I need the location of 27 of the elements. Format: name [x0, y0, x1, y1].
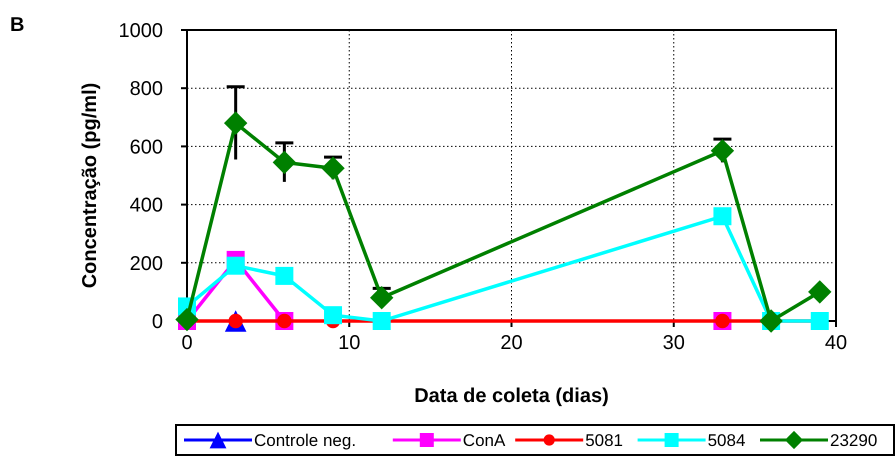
x-tick-label: 30	[662, 332, 685, 354]
legend-label: 23290	[830, 431, 878, 450]
point	[808, 280, 832, 304]
point	[272, 150, 296, 174]
x-tick-label: 20	[500, 332, 523, 354]
y-tick-label: 0	[152, 311, 163, 333]
text: B	[10, 14, 24, 36]
point	[324, 306, 342, 324]
legend-label: 5084	[708, 431, 746, 450]
x-tick-label: 40	[824, 332, 848, 354]
legend-label: ConA	[462, 431, 506, 450]
legend-label: 5081	[585, 431, 624, 450]
y-tick-label: 400	[130, 194, 163, 217]
point	[226, 256, 245, 275]
point	[275, 266, 294, 285]
point	[175, 308, 199, 332]
x-axis-title: Data de coleta (dias)	[414, 385, 609, 407]
y-tick-label: 200	[130, 252, 163, 275]
point	[713, 207, 732, 226]
y-tick-label: 800	[130, 78, 163, 100]
point	[224, 111, 248, 135]
y-tick-label: 1000	[118, 20, 163, 42]
x-tick-label: 0	[181, 332, 193, 354]
legend-label: Controle neg.	[254, 431, 356, 450]
x-tick-label: 10	[338, 332, 360, 354]
y-axis-title: Concentração (pg/ml)	[79, 82, 101, 288]
y-tick-label: 600	[130, 136, 163, 158]
